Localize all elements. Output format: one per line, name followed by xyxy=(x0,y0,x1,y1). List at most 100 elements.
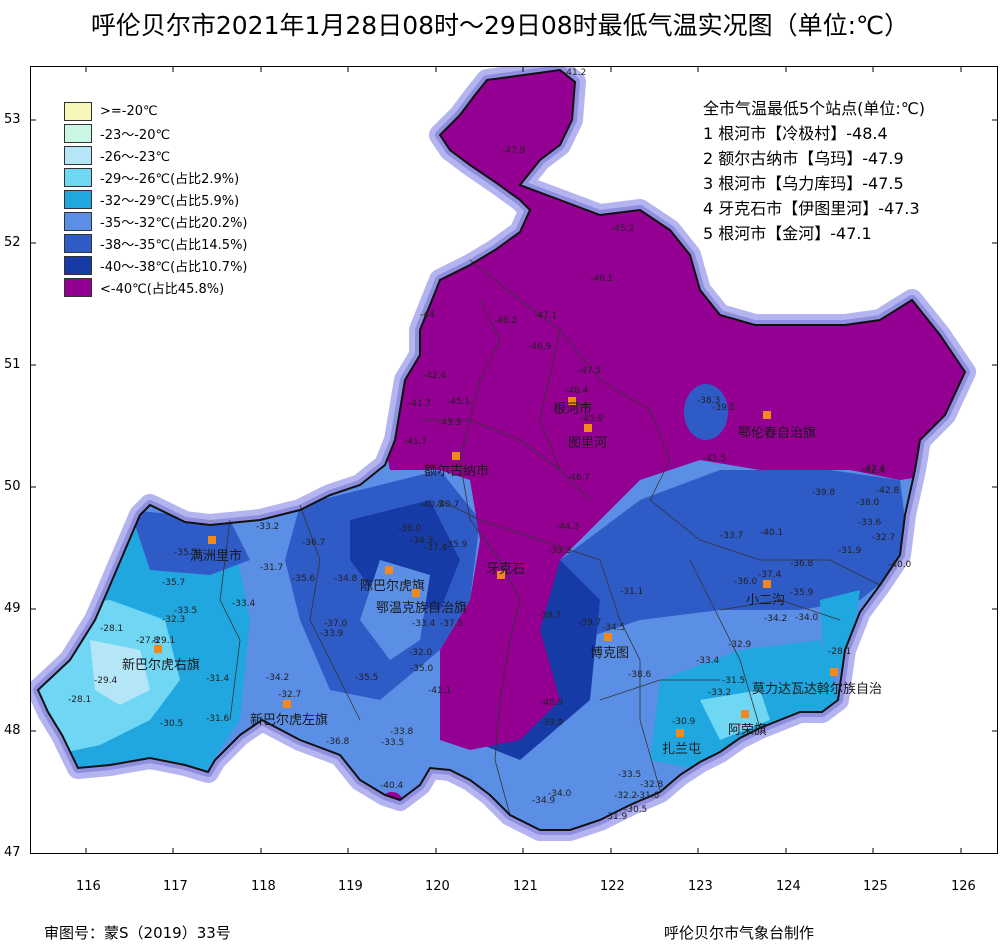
temp-value: -40.7 xyxy=(436,500,460,510)
city-marker xyxy=(497,571,505,579)
temp-value: -39.3 xyxy=(548,546,572,556)
temp-value: -33.5 xyxy=(381,738,405,748)
temp-value: -39.9 xyxy=(540,718,564,728)
temp-value: -28.1 xyxy=(828,647,852,657)
city-marker xyxy=(412,589,420,597)
temp-value: -33.5 xyxy=(174,606,198,616)
y-tick: 47 xyxy=(4,845,21,860)
temp-value: -33.2 xyxy=(256,522,280,532)
city-label: 扎兰屯 xyxy=(662,742,702,757)
temp-value: -38.6 xyxy=(628,670,652,680)
temp-value: -33.6 xyxy=(858,518,882,528)
city-label: 鄂温克族自治旗 xyxy=(376,601,468,616)
temp-value: -40.5 xyxy=(420,500,444,510)
x-tick: 117 xyxy=(163,879,188,894)
legend-label: -32～-29℃(占比5.9%) xyxy=(100,193,240,209)
x-tick: 119 xyxy=(338,879,363,894)
temp-value: -42.4 xyxy=(423,371,447,381)
city-marker xyxy=(584,424,592,432)
y-tick: 51 xyxy=(4,357,21,372)
city-label: 新巴尔虎右旗 xyxy=(122,658,201,673)
legend-item: -23～-20℃ xyxy=(64,122,248,144)
temp-value: -46.1 xyxy=(590,274,614,284)
x-tick: 116 xyxy=(76,879,101,894)
temp-value: -41.5 xyxy=(703,454,727,464)
legend-swatch xyxy=(64,123,92,143)
legend: >=-20℃ -23～-20℃ -26～-23℃ -29～-26℃(占比2.9%… xyxy=(64,100,248,298)
legend-swatch xyxy=(64,211,92,231)
legend-item: >=-20℃ xyxy=(64,100,248,122)
y-tick: 48 xyxy=(4,723,21,738)
city-label: 新巴尔虎左旗 xyxy=(250,713,329,728)
producer-credit: 呼伦贝尔市气象台制作 xyxy=(664,924,815,942)
x-tick: 124 xyxy=(776,879,801,894)
legend-item: -26～-23℃ xyxy=(64,144,248,166)
temp-value: -45.1 xyxy=(447,397,471,407)
approval-number: 审图号：蒙S（2019）33号 xyxy=(44,924,231,942)
temp-value: -31.9 xyxy=(838,546,862,556)
temp-value: -33.4 xyxy=(412,619,436,629)
city-marker xyxy=(452,452,460,460)
legend-label: <-40℃(占比45.8%) xyxy=(100,281,225,297)
temp-value: -33.7 xyxy=(720,531,744,541)
legend-swatch xyxy=(64,189,92,209)
legend-item: -32～-29℃(占比5.9%) xyxy=(64,188,248,210)
legend-item: <-40℃(占比45.8%) xyxy=(64,276,248,298)
legend-label: -38～-35℃(占比14.5%) xyxy=(100,237,248,253)
x-tick: 120 xyxy=(425,879,450,894)
temp-value: -34.8 xyxy=(334,574,358,584)
x-tick: 126 xyxy=(951,879,976,894)
temp-value: -39.5 xyxy=(712,403,736,413)
temp-value: -27.8 xyxy=(136,636,160,646)
temp-value: -40.0 xyxy=(888,560,912,570)
temp-value: -36.0 xyxy=(734,577,758,587)
legend-swatch xyxy=(64,255,92,275)
temp-value: -32.0 xyxy=(409,648,433,658)
temp-value: -28.1 xyxy=(100,624,124,634)
temp-value: -34.9 xyxy=(532,796,556,806)
station-entry: 4 牙克石市【伊图里河】-47.3 xyxy=(703,199,920,218)
temp-value: -36.7 xyxy=(302,538,326,548)
legend-item: -38～-35℃(占比14.5%) xyxy=(64,232,248,254)
temp-value: -39.7 xyxy=(578,618,602,628)
temp-value: -45.9 xyxy=(580,414,604,424)
temp-value: -31.4 xyxy=(206,674,230,684)
temp-value: -44 xyxy=(420,310,435,320)
temp-value: -30.9 xyxy=(672,717,696,727)
temp-value: -38.3 xyxy=(697,396,721,406)
lowest-stations-panel: 全市气温最低5个站点(单位:℃) 1 根河市【冷极村】-48.4 2 额尔古纳市… xyxy=(703,96,925,246)
city-marker xyxy=(283,700,291,708)
temp-value: -30.5 xyxy=(160,719,184,729)
legend-label: -29～-26℃(占比2.9%) xyxy=(100,171,240,187)
city-marker xyxy=(385,566,393,574)
y-tick: 52 xyxy=(4,235,21,250)
temp-value: -37.4 xyxy=(424,543,448,553)
temp-value: -33.4 xyxy=(696,656,720,666)
temp-value: -35.9 xyxy=(790,588,814,598)
city-label: 博克图 xyxy=(590,646,630,661)
temp-value: -35.6 xyxy=(292,574,316,584)
legend-swatch xyxy=(64,145,92,165)
legend-item: -29～-26℃(占比2.9%) xyxy=(64,166,248,188)
city-label: 小二沟 xyxy=(746,593,786,608)
temp-value: -28.1 xyxy=(68,695,92,705)
station-entry: 3 根河市【乌力库玛】-47.5 xyxy=(703,174,904,193)
map-canvas xyxy=(30,66,998,854)
temp-value: -38.0 xyxy=(856,498,880,508)
temp-value: -46.2 xyxy=(494,316,518,326)
temp-value: -35.7 xyxy=(162,578,186,588)
legend-swatch xyxy=(64,233,92,253)
map-title: 呼伦贝尔市2021年1月28日08时～29日08时最低气温实况图（单位:℃） xyxy=(90,11,910,40)
legend-item: -40～-38℃(占比10.7%) xyxy=(64,254,248,276)
legend-label: >=-20℃ xyxy=(100,103,158,119)
temp-value: -32.7 xyxy=(872,533,896,543)
legend-swatch xyxy=(64,101,92,121)
temp-value: -32.3 xyxy=(162,615,186,625)
county-borders xyxy=(219,259,881,816)
city-label: 陈巴尔虎旗 xyxy=(360,579,426,594)
station-entry: 1 根河市【冷极村】-48.4 xyxy=(703,124,888,143)
temp-value: -31.7 xyxy=(260,563,284,573)
city-marker xyxy=(154,645,162,653)
temp-value: -32.7 xyxy=(278,690,302,700)
temp-value: -42.8 xyxy=(876,486,900,496)
